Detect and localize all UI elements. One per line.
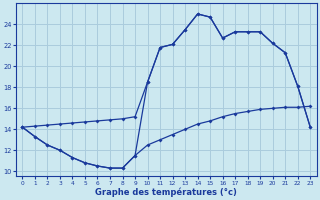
X-axis label: Graphe des températures (°c): Graphe des températures (°c) [95, 187, 237, 197]
